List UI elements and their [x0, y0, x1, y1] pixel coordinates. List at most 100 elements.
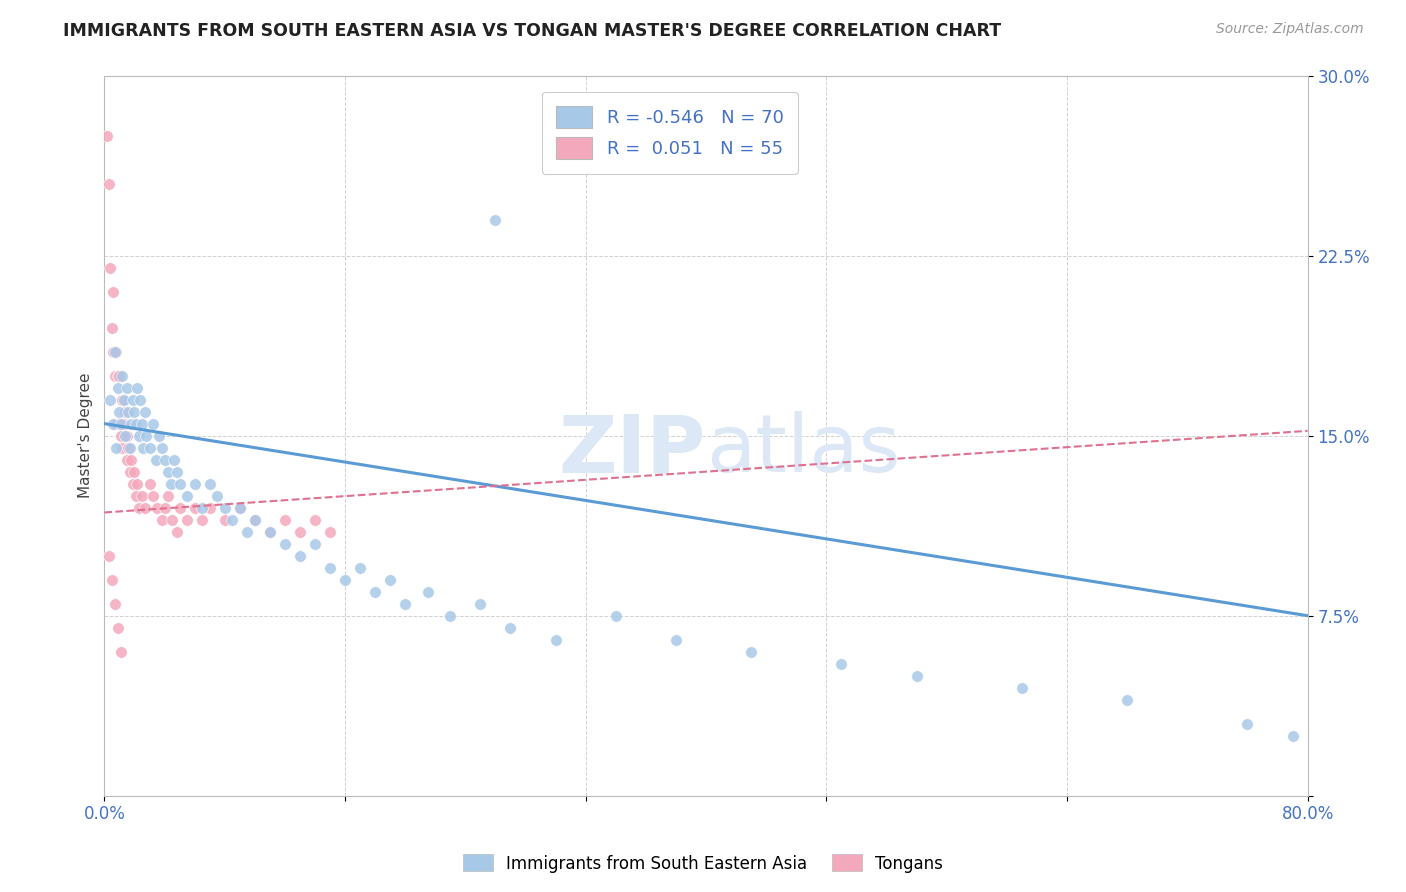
Point	[544, 632, 567, 647]
Point	[138, 476, 160, 491]
Point	[605, 608, 627, 623]
Legend: Immigrants from South Eastern Asia, Tongans: Immigrants from South Eastern Asia, Tong…	[456, 847, 950, 880]
Point	[104, 344, 127, 359]
Text: Source: ZipAtlas.com: Source: ZipAtlas.com	[1216, 22, 1364, 37]
Point	[127, 381, 149, 395]
Point	[378, 573, 401, 587]
Point	[115, 428, 138, 442]
Point	[416, 584, 439, 599]
Point	[319, 560, 342, 574]
Point	[288, 524, 311, 539]
Point	[101, 320, 124, 334]
Point	[127, 476, 149, 491]
Point	[115, 381, 138, 395]
Point	[124, 404, 146, 418]
Point	[198, 476, 221, 491]
Point	[304, 537, 326, 551]
Point	[117, 404, 139, 418]
Point	[96, 128, 118, 143]
Point	[156, 489, 179, 503]
Point	[111, 441, 134, 455]
Point	[221, 513, 243, 527]
Point	[105, 441, 128, 455]
Y-axis label: Master's Degree: Master's Degree	[79, 373, 93, 499]
Point	[148, 428, 170, 442]
Point	[100, 392, 122, 407]
Text: IMMIGRANTS FROM SOUTH EASTERN ASIA VS TONGAN MASTER'S DEGREE CORRELATION CHART: IMMIGRANTS FROM SOUTH EASTERN ASIA VS TO…	[63, 22, 1001, 40]
Point	[145, 452, 167, 467]
Point	[214, 500, 236, 515]
Point	[304, 513, 326, 527]
Point	[176, 489, 198, 503]
Point	[740, 645, 762, 659]
Point	[470, 597, 492, 611]
Point	[129, 392, 152, 407]
Point	[120, 417, 142, 431]
Point	[105, 417, 128, 431]
Point	[103, 417, 125, 431]
Point	[159, 476, 181, 491]
Point	[125, 417, 148, 431]
Point	[97, 177, 120, 191]
Point	[103, 285, 125, 299]
Legend: R = -0.546   N = 70, R =  0.051   N = 55: R = -0.546 N = 70, R = 0.051 N = 55	[541, 92, 799, 174]
Point	[1116, 692, 1139, 706]
Point	[108, 417, 131, 431]
Point	[166, 524, 188, 539]
Text: atlas: atlas	[706, 411, 900, 489]
Point	[125, 489, 148, 503]
Point	[107, 381, 129, 395]
Point	[259, 524, 281, 539]
Point	[905, 669, 928, 683]
Point	[665, 632, 688, 647]
Point	[134, 404, 156, 418]
Point	[138, 441, 160, 455]
Point	[104, 368, 127, 383]
Point	[110, 428, 132, 442]
Point	[131, 417, 153, 431]
Point	[1236, 716, 1258, 731]
Point	[111, 392, 134, 407]
Point	[830, 657, 852, 671]
Point	[150, 513, 173, 527]
Point	[128, 500, 150, 515]
Point	[169, 476, 191, 491]
Point	[118, 441, 141, 455]
Point	[349, 560, 371, 574]
Point	[243, 513, 266, 527]
Point	[141, 417, 163, 431]
Point	[124, 465, 146, 479]
Point	[214, 513, 236, 527]
Text: ZIP: ZIP	[558, 411, 706, 489]
Point	[122, 392, 145, 407]
Point	[288, 549, 311, 563]
Point	[499, 621, 522, 635]
Point	[105, 344, 128, 359]
Point	[183, 500, 205, 515]
Point	[176, 513, 198, 527]
Point	[107, 368, 129, 383]
Point	[153, 500, 176, 515]
Point	[135, 428, 157, 442]
Point	[160, 513, 183, 527]
Point	[394, 597, 416, 611]
Point	[319, 524, 342, 539]
Point	[114, 404, 136, 418]
Point	[134, 500, 156, 515]
Point	[112, 417, 135, 431]
Point	[150, 441, 173, 455]
Point	[132, 441, 155, 455]
Point	[122, 476, 145, 491]
Point	[243, 513, 266, 527]
Point	[205, 489, 228, 503]
Point	[118, 465, 141, 479]
Point	[141, 489, 163, 503]
Point	[110, 417, 132, 431]
Point	[146, 500, 169, 515]
Point	[364, 584, 387, 599]
Point	[1281, 729, 1303, 743]
Point	[162, 452, 184, 467]
Point	[115, 452, 138, 467]
Point	[153, 452, 176, 467]
Point	[114, 428, 136, 442]
